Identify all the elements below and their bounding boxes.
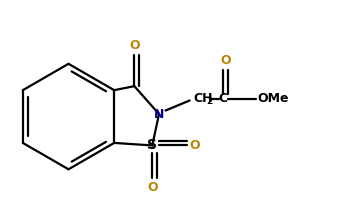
- Text: O: O: [220, 54, 231, 67]
- Text: N: N: [154, 108, 164, 121]
- Text: C: C: [219, 92, 228, 105]
- Text: OMe: OMe: [257, 92, 288, 105]
- Text: O: O: [189, 139, 199, 152]
- Text: S: S: [147, 138, 157, 153]
- Text: 2: 2: [206, 97, 212, 106]
- Text: CH: CH: [193, 92, 213, 105]
- Text: O: O: [129, 39, 140, 52]
- Text: O: O: [147, 181, 157, 194]
